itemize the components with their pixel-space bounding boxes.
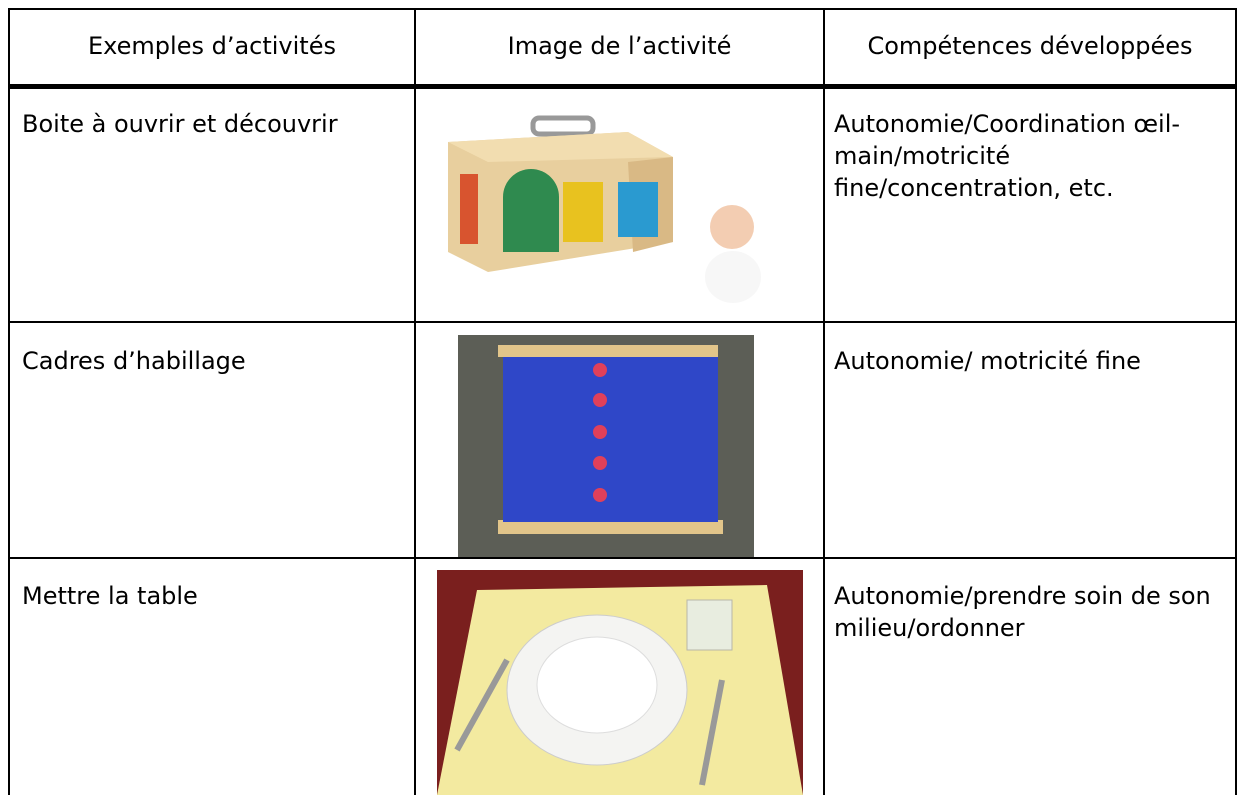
header-cell: Compétences développées xyxy=(867,32,1193,60)
activity: Boite à ouvrir et découvrir xyxy=(22,110,338,138)
skills: Autonomie/ motricité fine xyxy=(834,347,1141,375)
row-rule xyxy=(8,321,1237,323)
header-cell: Exemples d’activités xyxy=(88,32,336,60)
skills: Autonomie/Coordination œil-main/motricit… xyxy=(834,110,1181,202)
activity: Mettre la table xyxy=(22,582,198,610)
skills: Autonomie/prendre soin de son milieu/ord… xyxy=(834,582,1211,642)
header-rule xyxy=(8,84,1237,89)
border xyxy=(8,8,1237,10)
activity: Cadres d’habillage xyxy=(22,347,246,375)
col-rule xyxy=(414,8,416,795)
box-image xyxy=(448,115,761,303)
border xyxy=(1235,8,1237,795)
table-image xyxy=(437,570,803,795)
border xyxy=(8,8,10,795)
row-rule xyxy=(8,557,1237,559)
header-cell: Image de l’activité xyxy=(507,32,732,60)
col-rule xyxy=(823,8,825,795)
frame-image xyxy=(458,335,754,557)
